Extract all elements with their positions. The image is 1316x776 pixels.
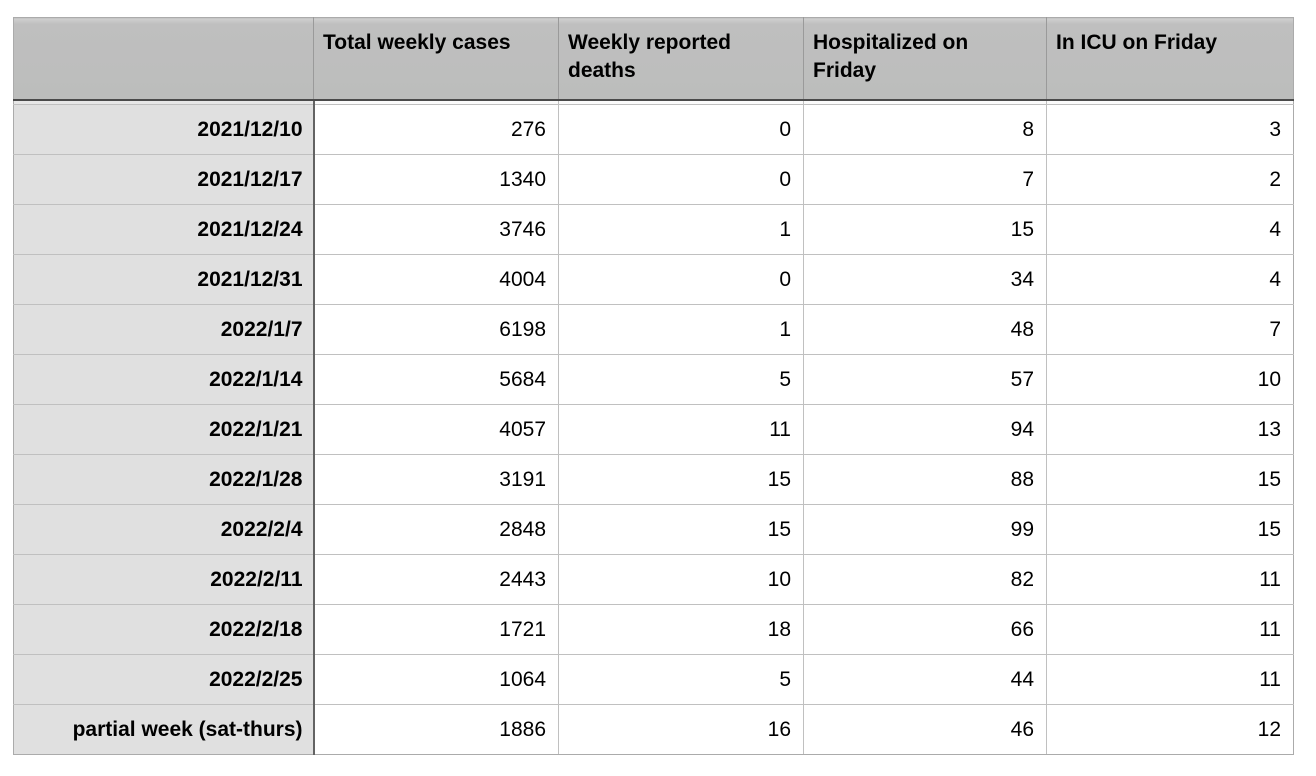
row-header[interactable]: 2022/2/4	[13, 504, 315, 555]
cell[interactable]: 15	[1046, 504, 1294, 555]
cell[interactable]: 94	[803, 404, 1047, 455]
cell[interactable]: 99	[803, 504, 1047, 555]
cell[interactable]: 8	[803, 104, 1047, 155]
cell[interactable]: 11	[1046, 654, 1294, 705]
cell[interactable]: 44	[803, 654, 1047, 705]
row-header[interactable]: 2022/1/21	[13, 404, 315, 455]
row-header[interactable]: 2021/12/17	[13, 154, 315, 205]
cell[interactable]: 15	[803, 204, 1047, 255]
header-gap-cell	[13, 99, 315, 105]
cell[interactable]: 3191	[313, 454, 559, 505]
row-header[interactable]: 2022/1/7	[13, 304, 315, 355]
row-header[interactable]: 2021/12/31	[13, 254, 315, 305]
cell[interactable]: 12	[1046, 704, 1294, 755]
row-header[interactable]: 2022/2/18	[13, 604, 315, 655]
table-row: partial week (sat-thurs) 1886 16 46 12	[13, 704, 1294, 755]
table-row: 2022/2/25 1064 5 44 11	[13, 654, 1294, 705]
cell[interactable]: 11	[1046, 604, 1294, 655]
row-header[interactable]: 2022/1/28	[13, 454, 315, 505]
table-row: 2022/1/28 3191 15 88 15	[13, 454, 1294, 505]
cell[interactable]: 57	[803, 354, 1047, 405]
cell[interactable]: 46	[803, 704, 1047, 755]
table-row: 2022/1/14 5684 5 57 10	[13, 354, 1294, 405]
cell[interactable]: 1721	[313, 604, 559, 655]
cell[interactable]: 3	[1046, 104, 1294, 155]
cell[interactable]: 7	[803, 154, 1047, 205]
cell[interactable]: 15	[558, 454, 804, 505]
table-row: 2022/2/11 2443 10 82 11	[13, 554, 1294, 605]
cell[interactable]: 18	[558, 604, 804, 655]
header-row: Total weekly cases Weekly reported deaths…	[13, 17, 1294, 101]
cell[interactable]: 0	[558, 104, 804, 155]
table-row: 2021/12/17 1340 0 7 2	[13, 154, 1294, 205]
cell[interactable]: 6198	[313, 304, 559, 355]
column-header[interactable]: Weekly reported deaths	[558, 17, 804, 101]
cell[interactable]: 0	[558, 154, 804, 205]
cell[interactable]: 15	[558, 504, 804, 555]
table-row: 2021/12/10 276 0 8 3	[13, 104, 1294, 155]
table-row: 2022/1/21 4057 11 94 13	[13, 404, 1294, 455]
cell[interactable]: 11	[558, 404, 804, 455]
cell[interactable]: 4	[1046, 204, 1294, 255]
header-gap-cell	[558, 99, 804, 105]
cell[interactable]: 5	[558, 354, 804, 405]
cell[interactable]: 7	[1046, 304, 1294, 355]
cell[interactable]: 16	[558, 704, 804, 755]
table-row: 2022/2/18 1721 18 66 11	[13, 604, 1294, 655]
cell[interactable]: 3746	[313, 204, 559, 255]
cell[interactable]: 0	[558, 254, 804, 305]
row-header[interactable]: partial week (sat-thurs)	[13, 704, 315, 755]
cell[interactable]: 276	[313, 104, 559, 155]
cell[interactable]: 1	[558, 204, 804, 255]
column-header[interactable]: In ICU on Friday	[1046, 17, 1294, 101]
table-row: 2022/1/7 6198 1 48 7	[13, 304, 1294, 355]
cell[interactable]: 1	[558, 304, 804, 355]
table-header: Total weekly cases Weekly reported deaths…	[13, 17, 1294, 101]
spreadsheet-table-container: Total weekly cases Weekly reported deaths…	[13, 17, 1294, 755]
row-header[interactable]: 2021/12/24	[13, 204, 315, 255]
cell[interactable]: 82	[803, 554, 1047, 605]
row-header[interactable]: 2021/12/10	[13, 104, 315, 155]
cell[interactable]: 4057	[313, 404, 559, 455]
table-body: 2021/12/10 276 0 8 3 2021/12/17 1340 0 7 2 2021/12…	[13, 99, 1294, 755]
corner-cell[interactable]	[13, 17, 314, 101]
cell[interactable]: 4	[1046, 254, 1294, 305]
cell[interactable]: 2443	[313, 554, 559, 605]
cell[interactable]: 2	[1046, 154, 1294, 205]
header-gap-row	[13, 99, 1294, 105]
header-gap-cell	[313, 99, 559, 105]
data-table: Total weekly cases Weekly reported deaths…	[13, 17, 1294, 755]
header-gap-cell	[1046, 99, 1294, 105]
column-header[interactable]: Total weekly cases	[313, 17, 559, 101]
table-row: 2022/2/4 2848 15 99 15	[13, 504, 1294, 555]
cell[interactable]: 1064	[313, 654, 559, 705]
table-row: 2021/12/24 3746 1 15 4	[13, 204, 1294, 255]
cell[interactable]: 13	[1046, 404, 1294, 455]
row-header[interactable]: 2022/1/14	[13, 354, 315, 405]
cell[interactable]: 2848	[313, 504, 559, 555]
cell[interactable]: 10	[558, 554, 804, 605]
cell[interactable]: 10	[1046, 354, 1294, 405]
cell[interactable]: 5	[558, 654, 804, 705]
cell[interactable]: 11	[1046, 554, 1294, 605]
cell[interactable]: 1340	[313, 154, 559, 205]
cell[interactable]: 66	[803, 604, 1047, 655]
cell[interactable]: 4004	[313, 254, 559, 305]
cell[interactable]: 1886	[313, 704, 559, 755]
column-header[interactable]: Hospitalized on Friday	[803, 17, 1047, 101]
cell[interactable]: 15	[1046, 454, 1294, 505]
table-row: 2021/12/31 4004 0 34 4	[13, 254, 1294, 305]
cell[interactable]: 34	[803, 254, 1047, 305]
cell[interactable]: 48	[803, 304, 1047, 355]
row-header[interactable]: 2022/2/25	[13, 654, 315, 705]
header-gap-cell	[803, 99, 1047, 105]
cell[interactable]: 88	[803, 454, 1047, 505]
row-header[interactable]: 2022/2/11	[13, 554, 315, 605]
cell[interactable]: 5684	[313, 354, 559, 405]
